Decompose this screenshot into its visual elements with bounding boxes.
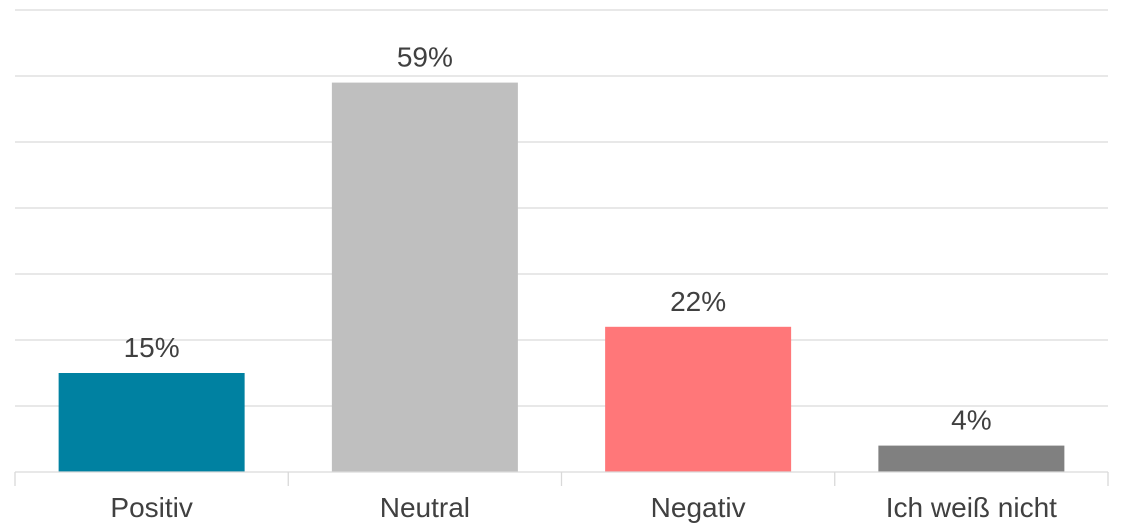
bar-neutral	[331, 82, 518, 472]
category-label: Negativ	[651, 492, 746, 523]
data-label: 4%	[951, 405, 991, 436]
category-label: Ich weiß nicht	[886, 492, 1057, 523]
x-axis: Positiv Neutral Negativ Ich weiß nicht	[14, 471, 1109, 523]
data-label: 22%	[670, 286, 726, 317]
category-label: Positiv	[110, 492, 192, 523]
bar-ich-wei-nicht	[878, 445, 1065, 472]
bar-negativ	[605, 326, 792, 472]
category-label: Neutral	[380, 492, 470, 523]
data-label: 59%	[397, 42, 453, 73]
bars	[58, 82, 1065, 472]
data-label: 15%	[124, 332, 180, 363]
gridlines	[15, 9, 1108, 407]
data-labels: 15% 59% 22% 4%	[124, 42, 992, 436]
bar-positiv	[58, 373, 245, 472]
